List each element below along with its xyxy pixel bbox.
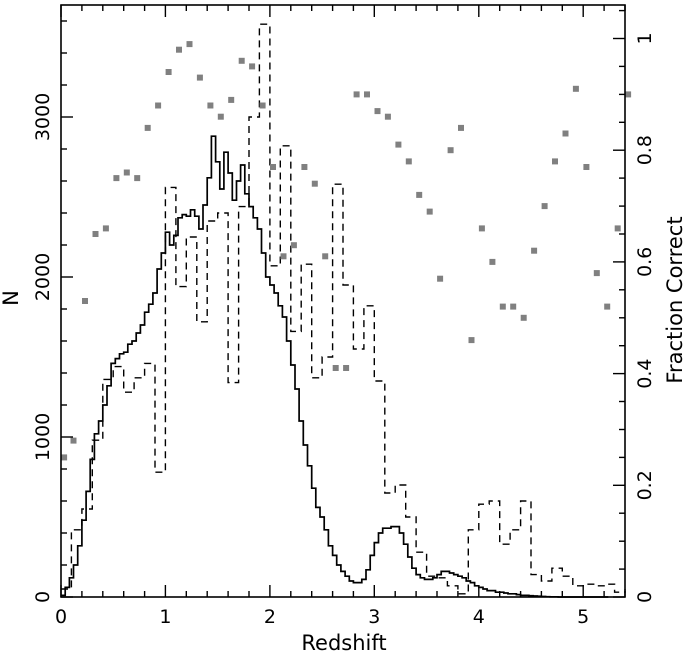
fraction-correct-point: [70, 437, 77, 444]
fraction-correct-point: [332, 365, 339, 371]
fraction-correct-point: [437, 275, 444, 282]
fraction-correct-point: [447, 147, 454, 154]
fraction-correct-point: [301, 164, 308, 170]
ticks-layer: 0 1 2 3 4 5 0 1000 2000 3000 0 0.2 0.4 0.6 0.8 1: [32, 5, 656, 628]
fraction-correct-point: [353, 91, 360, 98]
fraction-correct-point: [228, 96, 235, 103]
fraction-correct-point: [123, 169, 130, 176]
fraction-correct-point: [552, 158, 558, 165]
fraction-correct-point: [572, 85, 579, 92]
fraction-correct-point: [499, 303, 506, 310]
fraction-correct-point: [290, 242, 297, 249]
fraction-correct-point: [155, 102, 162, 109]
fraction-correct-point: [144, 124, 151, 131]
fraction-correct-point: [604, 303, 611, 310]
x-tick-label: 2: [264, 606, 276, 628]
fraction-correct-point: [196, 74, 203, 81]
fraction-correct-point: [165, 69, 172, 75]
fraction-correct-point: [322, 253, 329, 260]
fraction-correct-point: [311, 180, 318, 187]
fraction-correct-point: [520, 314, 527, 321]
y2-tick-label: 0.6: [634, 247, 656, 277]
fraction-correct-point: [82, 298, 88, 304]
fraction-correct-point: [186, 41, 193, 48]
fraction-correct-point: [207, 102, 214, 109]
x-tick-label: 0: [55, 606, 67, 628]
fraction-correct-point: [374, 108, 381, 115]
y2-axis-label: Fraction Correct: [663, 216, 686, 383]
fraction-correct-point: [416, 191, 423, 198]
x-tick-label: 3: [368, 606, 380, 628]
fraction-correct-point: [259, 102, 266, 109]
x-tick-label: 4: [473, 606, 485, 628]
fraction-correct-point: [468, 337, 475, 344]
fraction-correct-point: [593, 270, 600, 277]
y-tick-label: 2000: [32, 253, 54, 301]
histogram-solid-line: [61, 135, 609, 598]
fraction-correct-point: [113, 175, 120, 182]
y-tick-label: 0: [32, 591, 54, 603]
y-axis-label: N: [0, 290, 23, 306]
fraction-correct-point: [531, 247, 538, 254]
y2-tick-label: 0: [634, 591, 656, 603]
fraction-correct-point: [384, 113, 391, 120]
x-axis-label: Redshift: [301, 631, 386, 655]
x-tick-label: 1: [159, 606, 171, 628]
fraction-correct-point: [583, 164, 590, 170]
fraction-correct-point: [478, 225, 485, 232]
fraction-correct-point: [217, 113, 224, 120]
x-tick-label: 5: [577, 606, 589, 628]
fraction-correct-point: [614, 225, 621, 232]
plot-frame: [60, 4, 626, 598]
series-layer: [61, 23, 632, 598]
fraction-correct-point: [176, 46, 182, 53]
y2-tick-label: 1: [634, 32, 656, 44]
fraction-correct-point: [343, 365, 350, 371]
y2-tick-label: 0.4: [634, 358, 656, 388]
fraction-correct-point: [405, 158, 412, 165]
fraction-correct-point: [92, 231, 99, 237]
fraction-correct-point: [489, 258, 496, 265]
fraction-correct-point: [562, 130, 569, 137]
fraction-correct-point: [426, 208, 433, 215]
fraction-correct-point: [102, 225, 109, 232]
histogram-dashed-line: [61, 23, 626, 595]
fraction-correct-point: [510, 303, 517, 310]
y-tick-label: 1000: [32, 413, 54, 461]
fraction-correct-point: [458, 124, 464, 131]
fraction-correct-point: [541, 203, 548, 210]
fraction-correct-point: [280, 253, 287, 260]
fraction-correct-point: [134, 175, 141, 182]
fraction-correct-point: [395, 141, 402, 148]
fraction-correct-point: [249, 63, 256, 70]
fraction-correct-point: [238, 57, 245, 64]
fraction-correct-point: [61, 454, 68, 461]
fraction-correct-point: [625, 91, 632, 98]
y2-tick-label: 0.8: [634, 135, 656, 165]
y-tick-label: 3000: [32, 93, 54, 141]
fraction-correct-point: [270, 164, 276, 170]
fraction-correct-point: [364, 91, 370, 98]
y2-tick-label: 0.2: [634, 470, 656, 500]
